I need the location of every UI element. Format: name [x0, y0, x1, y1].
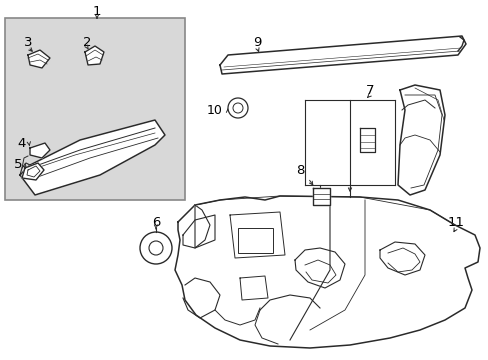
Polygon shape	[220, 36, 465, 74]
Text: 5: 5	[14, 158, 22, 171]
Polygon shape	[28, 50, 50, 68]
Polygon shape	[85, 46, 104, 65]
Text: 9: 9	[252, 36, 261, 49]
Text: 6: 6	[151, 216, 160, 229]
Text: 8: 8	[295, 163, 304, 176]
Circle shape	[149, 241, 163, 255]
Text: 4: 4	[18, 136, 26, 149]
Polygon shape	[240, 276, 267, 300]
Text: 11: 11	[447, 216, 464, 229]
Polygon shape	[359, 128, 374, 152]
Polygon shape	[22, 163, 44, 180]
Circle shape	[140, 232, 172, 264]
Polygon shape	[183, 215, 215, 248]
Circle shape	[227, 98, 247, 118]
Text: 2: 2	[82, 36, 91, 49]
Text: 7: 7	[365, 84, 373, 96]
Bar	[238, 228, 272, 253]
Text: 1: 1	[93, 5, 101, 18]
Polygon shape	[229, 212, 285, 258]
Polygon shape	[312, 188, 329, 205]
Polygon shape	[27, 166, 40, 177]
Text: 3: 3	[24, 36, 32, 49]
Polygon shape	[175, 196, 479, 348]
Text: 10: 10	[206, 104, 223, 117]
Bar	[5, 18, 184, 200]
Polygon shape	[195, 205, 209, 248]
Polygon shape	[30, 143, 50, 158]
Circle shape	[232, 103, 243, 113]
Polygon shape	[397, 85, 444, 195]
Polygon shape	[20, 120, 164, 195]
